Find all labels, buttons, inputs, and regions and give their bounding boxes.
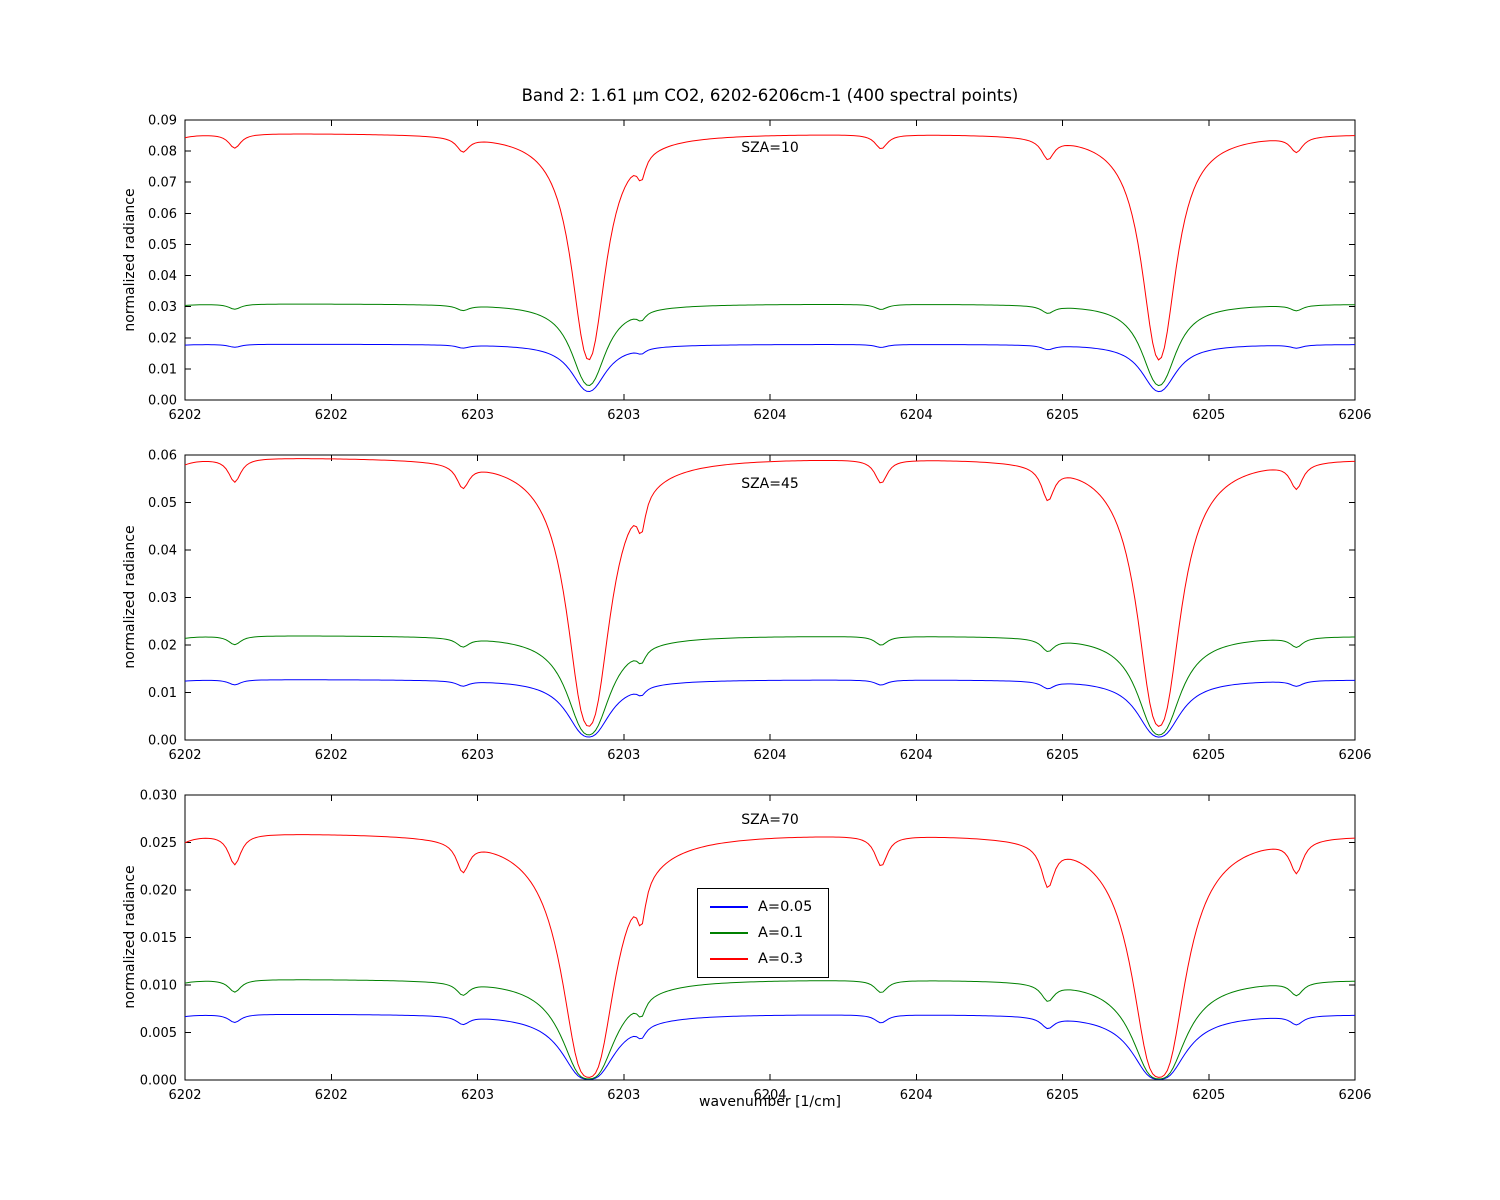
x-tick-label: 6203 xyxy=(607,1088,640,1103)
legend-line-sample xyxy=(710,932,748,934)
legend-line-sample xyxy=(710,958,748,960)
series-line-a-0.3 xyxy=(184,458,1356,727)
y-tick-label: 0.05 xyxy=(148,496,177,511)
x-tick-label: 6202 xyxy=(168,748,201,763)
series-line-a-0.3 xyxy=(184,834,1356,1078)
x-tick-label: 6206 xyxy=(1338,1088,1371,1103)
y-tick-label: 0.04 xyxy=(148,269,177,284)
y-tick-label: 0.025 xyxy=(140,836,177,851)
x-tick-label: 6203 xyxy=(461,1088,494,1103)
x-tick-label: 6203 xyxy=(607,408,640,423)
legend-label: A=0.1 xyxy=(758,925,804,941)
x-tick-label: 6204 xyxy=(753,408,786,423)
series-line-a-0.1 xyxy=(184,979,1356,1080)
legend-entry: A=0.3 xyxy=(710,951,812,967)
y-tick-label: 0.03 xyxy=(148,591,177,606)
x-tick-label: 6202 xyxy=(315,408,348,423)
y-tick-label: 0.015 xyxy=(140,931,177,946)
y-tick-label: 0.04 xyxy=(148,544,177,559)
y-tick-label: 0.06 xyxy=(148,207,177,222)
x-tick-label: 6204 xyxy=(900,748,933,763)
y-tick-label: 0.00 xyxy=(148,734,177,749)
x-tick-label: 6202 xyxy=(168,1088,201,1103)
y-tick-label: 0.030 xyxy=(140,789,177,804)
x-tick-label: 6206 xyxy=(1338,748,1371,763)
y-tick-label: 0.000 xyxy=(140,1074,177,1089)
x-tick-label: 6205 xyxy=(1192,1088,1225,1103)
legend-label: A=0.3 xyxy=(758,951,804,967)
y-tick-label: 0.07 xyxy=(148,176,177,191)
series-line-a-0.05 xyxy=(184,679,1356,738)
series-line-a-0.1 xyxy=(184,303,1356,387)
legend-entry: A=0.05 xyxy=(710,899,812,915)
x-tick-label: 6205 xyxy=(1192,408,1225,423)
plot-frame xyxy=(184,119,1356,401)
x-tick-label: 6204 xyxy=(900,408,933,423)
y-tick-label: 0.01 xyxy=(148,362,177,377)
y-tick-label: 0.09 xyxy=(148,114,177,129)
x-tick-label: 6204 xyxy=(900,1088,933,1103)
annotation-sza10: SZA=10 xyxy=(741,140,799,156)
y-tick-label: 0.010 xyxy=(140,979,177,994)
x-tick-label: 6203 xyxy=(461,408,494,423)
y-tick-label: 0.05 xyxy=(148,238,177,253)
figure-title: Band 2: 1.61 μm CO2, 6202-6206cm-1 (400 … xyxy=(521,86,1019,105)
series-line-a-0.3 xyxy=(184,133,1356,361)
y-tick-label: 0.00 xyxy=(148,394,177,409)
y-tick-label: 0.005 xyxy=(140,1026,177,1041)
y-tick-label: 0.06 xyxy=(148,449,177,464)
x-tick-label: 6204 xyxy=(753,748,786,763)
x-axis-label: wavenumber [1/cm] xyxy=(699,1094,841,1110)
x-tick-label: 6206 xyxy=(1338,408,1371,423)
y-tick-label: 0.03 xyxy=(148,300,177,315)
legend: A=0.05 A=0.1 A=0.3 xyxy=(697,888,830,978)
x-tick-label: 6204 xyxy=(753,1088,786,1103)
y-tick-label: 0.02 xyxy=(148,639,177,654)
legend-entry: A=0.1 xyxy=(710,925,812,941)
x-tick-label: 6205 xyxy=(1046,748,1079,763)
x-tick-label: 6205 xyxy=(1192,748,1225,763)
y-tick-label: 0.020 xyxy=(140,884,177,899)
x-tick-label: 6202 xyxy=(315,1088,348,1103)
x-tick-label: 6203 xyxy=(461,748,494,763)
y-tick-label: 0.08 xyxy=(148,145,177,160)
y-axis-label-sza45: normalized radiance xyxy=(122,525,138,669)
annotation-sza45: SZA=45 xyxy=(741,476,799,492)
x-tick-label: 6203 xyxy=(607,748,640,763)
y-tick-label: 0.02 xyxy=(148,331,177,346)
series-line-a-0.05 xyxy=(184,343,1356,393)
legend-label: A=0.05 xyxy=(758,899,813,915)
x-tick-label: 6202 xyxy=(315,748,348,763)
legend-line-sample xyxy=(710,906,748,908)
x-tick-label: 6202 xyxy=(168,408,201,423)
series-line-a-0.05 xyxy=(184,1013,1356,1080)
x-tick-label: 6205 xyxy=(1046,1088,1079,1103)
y-tick-label: 0.01 xyxy=(148,686,177,701)
y-axis-label-sza70: normalized radiance xyxy=(122,865,138,1009)
series-line-a-0.1 xyxy=(184,635,1356,736)
x-tick-label: 6205 xyxy=(1046,408,1079,423)
y-axis-label-sza10: normalized radiance xyxy=(122,188,138,332)
annotation-sza70: SZA=70 xyxy=(741,812,799,828)
